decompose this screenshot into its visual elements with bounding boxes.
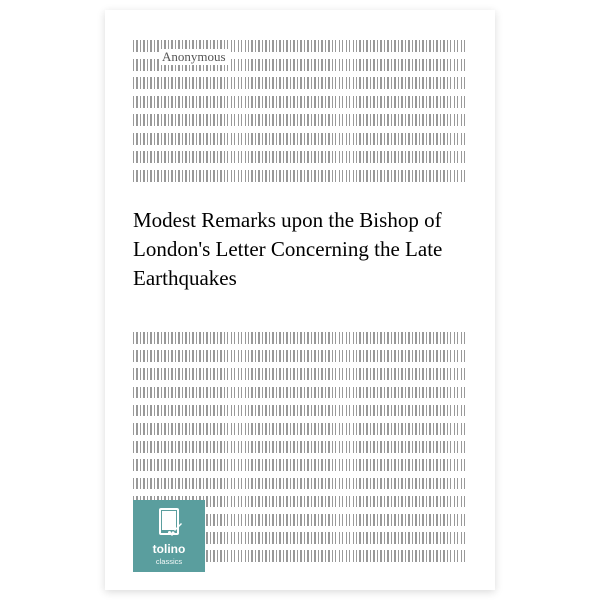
- barcode-row: [133, 332, 467, 344]
- barcode-row: [133, 387, 467, 399]
- barcode-row: [133, 133, 467, 145]
- barcode-row: [133, 423, 467, 435]
- tablet-icon: [155, 508, 183, 538]
- book-title: Modest Remarks upon the Bishop of London…: [133, 206, 467, 293]
- barcode-row: [133, 114, 467, 126]
- barcode-row: [133, 441, 467, 453]
- pen-hand-icon: [169, 522, 183, 536]
- barcode-row: [133, 77, 467, 89]
- publisher-logo: tolino classics: [133, 500, 205, 572]
- barcode-row: [133, 478, 467, 490]
- logo-brand-text: tolino: [153, 542, 186, 556]
- author-name: Anonymous: [160, 49, 230, 65]
- barcode-row: [133, 459, 467, 471]
- barcode-row: [133, 368, 467, 380]
- barcode-row: [133, 151, 467, 163]
- barcode-row: [133, 350, 467, 362]
- logo-sub-text: classics: [156, 557, 182, 566]
- barcode-row: [133, 170, 467, 182]
- barcode-row: [133, 405, 467, 417]
- barcode-row: [133, 96, 467, 108]
- book-cover: Anonymous Modest Remarks upon the Bishop…: [105, 10, 495, 590]
